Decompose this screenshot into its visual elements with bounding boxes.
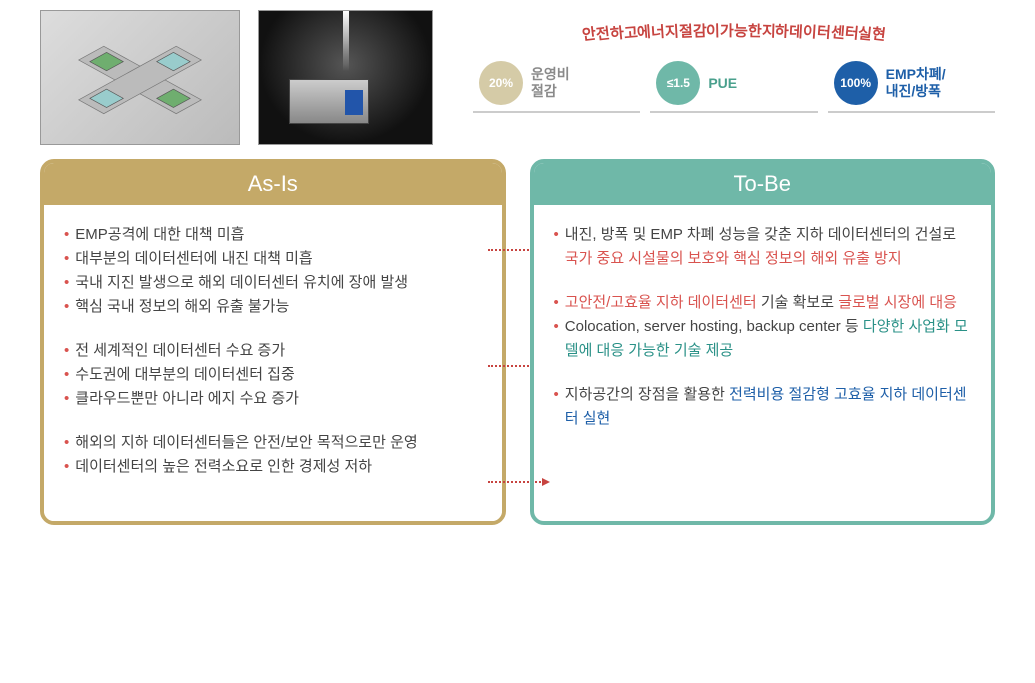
bullet-group: •해외의 지하 데이터센터들은 안전/보안 목적으로만 운영•데이터센터의 높은…	[64, 431, 482, 479]
bullet-item: •해외의 지하 데이터센터들은 안전/보안 목적으로만 운영	[64, 431, 482, 455]
bullet-text: EMP공격에 대한 대책 미흡	[75, 223, 481, 247]
bullet-dot-icon: •	[554, 383, 559, 407]
bullet-item: •핵심 국내 정보의 해외 유출 불가능	[64, 295, 482, 319]
bullet-text: 내진, 방폭 및 EMP 차폐 성능을 갖춘 지하 데이터센터의 건설로 국가 …	[565, 223, 971, 271]
panel-asis-header: As-Is	[44, 163, 502, 205]
bullet-group: •EMP공격에 대한 대책 미흡•대부분의 데이터센터에 내진 대책 미흡•국내…	[64, 223, 482, 319]
kpi-label: EMP차폐/ 내진/방폭	[886, 66, 946, 100]
bullet-dot-icon: •	[554, 291, 559, 315]
panel-tobe-body: •내진, 방폭 및 EMP 차폐 성능을 갖춘 지하 데이터센터의 건설로 국가…	[534, 205, 992, 473]
bullet-text: 데이터센터의 높은 전력소요로 인한 경제성 저하	[75, 455, 481, 479]
kpi-area: 안전하고 에너지 절감이 가능한 지하 데이터센터 실현 20%운영비 절감≤1…	[473, 10, 995, 113]
bullet-text: 클라우드뿐만 아니라 에지 수요 증가	[75, 387, 481, 411]
bullet-dot-icon: •	[64, 455, 69, 479]
bullet-text: 전 세계적인 데이터센터 수요 증가	[75, 339, 481, 363]
kpi-label: 운영비 절감	[531, 66, 570, 100]
panels-container: As-Is •EMP공격에 대한 대책 미흡•대부분의 데이터센터에 내진 대책…	[0, 145, 1035, 545]
kpi-label: PUE	[708, 75, 737, 92]
bullet-dot-icon: •	[64, 223, 69, 247]
kpi-item-1: ≤1.5 PUE	[650, 57, 817, 113]
tunnel-light-icon	[343, 11, 349, 71]
image-isometric	[40, 10, 240, 145]
bullet-text: 대부분의 데이터센터에 내진 대책 미흡	[75, 247, 481, 271]
bullet-group: •전 세계적인 데이터센터 수요 증가•수도권에 대부분의 데이터센터 집중•클…	[64, 339, 482, 411]
kpi-item-2: 100%EMP차폐/ 내진/방폭	[828, 57, 995, 113]
bullet-dot-icon: •	[64, 295, 69, 319]
top-area: 안전하고 에너지 절감이 가능한 지하 데이터센터 실현 20%운영비 절감≤1…	[0, 0, 1035, 145]
bullet-item: •지하공간의 장점을 활용한 전력비용 절감형 고효율 지하 데이터센터 실현	[554, 383, 972, 431]
kpi-arc-title: 안전하고 에너지 절감이 가능한 지하 데이터센터 실현	[473, 20, 995, 41]
bullet-group: •고안전/고효율 지하 데이터센터 기술 확보로 글로벌 시장에 대응•Colo…	[554, 291, 972, 363]
kpi-circle: ≤1.5	[656, 61, 700, 105]
bullet-dot-icon: •	[64, 271, 69, 295]
bullet-item: •국내 지진 발생으로 해외 데이터센터 유치에 장애 발생	[64, 271, 482, 295]
bullet-dot-icon: •	[64, 339, 69, 363]
bullet-text: 고안전/고효율 지하 데이터센터 기술 확보로 글로벌 시장에 대응	[565, 291, 971, 315]
bullet-item: •데이터센터의 높은 전력소요로 인한 경제성 저하	[64, 455, 482, 479]
panel-asis: As-Is •EMP공격에 대한 대책 미흡•대부분의 데이터센터에 내진 대책…	[40, 159, 506, 525]
bullet-dot-icon: •	[554, 223, 559, 247]
bullet-dot-icon: •	[64, 387, 69, 411]
bullet-dot-icon: •	[64, 363, 69, 387]
kpi-circle: 100%	[834, 61, 878, 105]
bullet-group: •지하공간의 장점을 활용한 전력비용 절감형 고효율 지하 데이터센터 실현	[554, 383, 972, 431]
bullet-dot-icon: •	[64, 431, 69, 455]
bullet-item: •대부분의 데이터센터에 내진 대책 미흡	[64, 247, 482, 271]
bullet-text: 수도권에 대부분의 데이터센터 집중	[75, 363, 481, 387]
bullet-item: •내진, 방폭 및 EMP 차폐 성능을 갖춘 지하 데이터센터의 건설로 국가…	[554, 223, 972, 271]
bullet-text: 국내 지진 발생으로 해외 데이터센터 유치에 장애 발생	[75, 271, 481, 295]
bullet-item: •고안전/고효율 지하 데이터센터 기술 확보로 글로벌 시장에 대응	[554, 291, 972, 315]
bullet-item: •수도권에 대부분의 데이터센터 집중	[64, 363, 482, 387]
bullet-dot-icon: •	[64, 247, 69, 271]
bullet-item: •클라우드뿐만 아니라 에지 수요 증가	[64, 387, 482, 411]
kpi-row: 20%운영비 절감 ≤1.5 PUE 100%EMP차폐/ 내진/방폭	[473, 57, 995, 113]
image-row	[40, 10, 433, 145]
kpi-item-0: 20%운영비 절감	[473, 57, 640, 113]
bullet-item: •EMP공격에 대한 대책 미흡	[64, 223, 482, 247]
panel-asis-body: •EMP공격에 대한 대책 미흡•대부분의 데이터센터에 내진 대책 미흡•국내…	[44, 205, 502, 521]
bullet-dot-icon: •	[554, 315, 559, 339]
bullet-text: 지하공간의 장점을 활용한 전력비용 절감형 고효율 지하 데이터센터 실현	[565, 383, 971, 431]
panel-tobe: To-Be •내진, 방폭 및 EMP 차폐 성능을 갖춘 지하 데이터센터의 …	[530, 159, 996, 525]
bullet-text: 핵심 국내 정보의 해외 유출 불가능	[75, 295, 481, 319]
image-tunnel	[258, 10, 433, 145]
bullet-item: •Colocation, server hosting, backup cent…	[554, 315, 972, 363]
server-rack-icon	[289, 79, 369, 124]
bullet-group: •내진, 방폭 및 EMP 차폐 성능을 갖춘 지하 데이터센터의 건설로 국가…	[554, 223, 972, 271]
isometric-icon	[41, 11, 239, 144]
bullet-text: Colocation, server hosting, backup cente…	[565, 315, 971, 363]
bullet-item: •전 세계적인 데이터센터 수요 증가	[64, 339, 482, 363]
panel-tobe-header: To-Be	[534, 163, 992, 205]
bullet-text: 해외의 지하 데이터센터들은 안전/보안 목적으로만 운영	[75, 431, 481, 455]
kpi-circle: 20%	[479, 61, 523, 105]
